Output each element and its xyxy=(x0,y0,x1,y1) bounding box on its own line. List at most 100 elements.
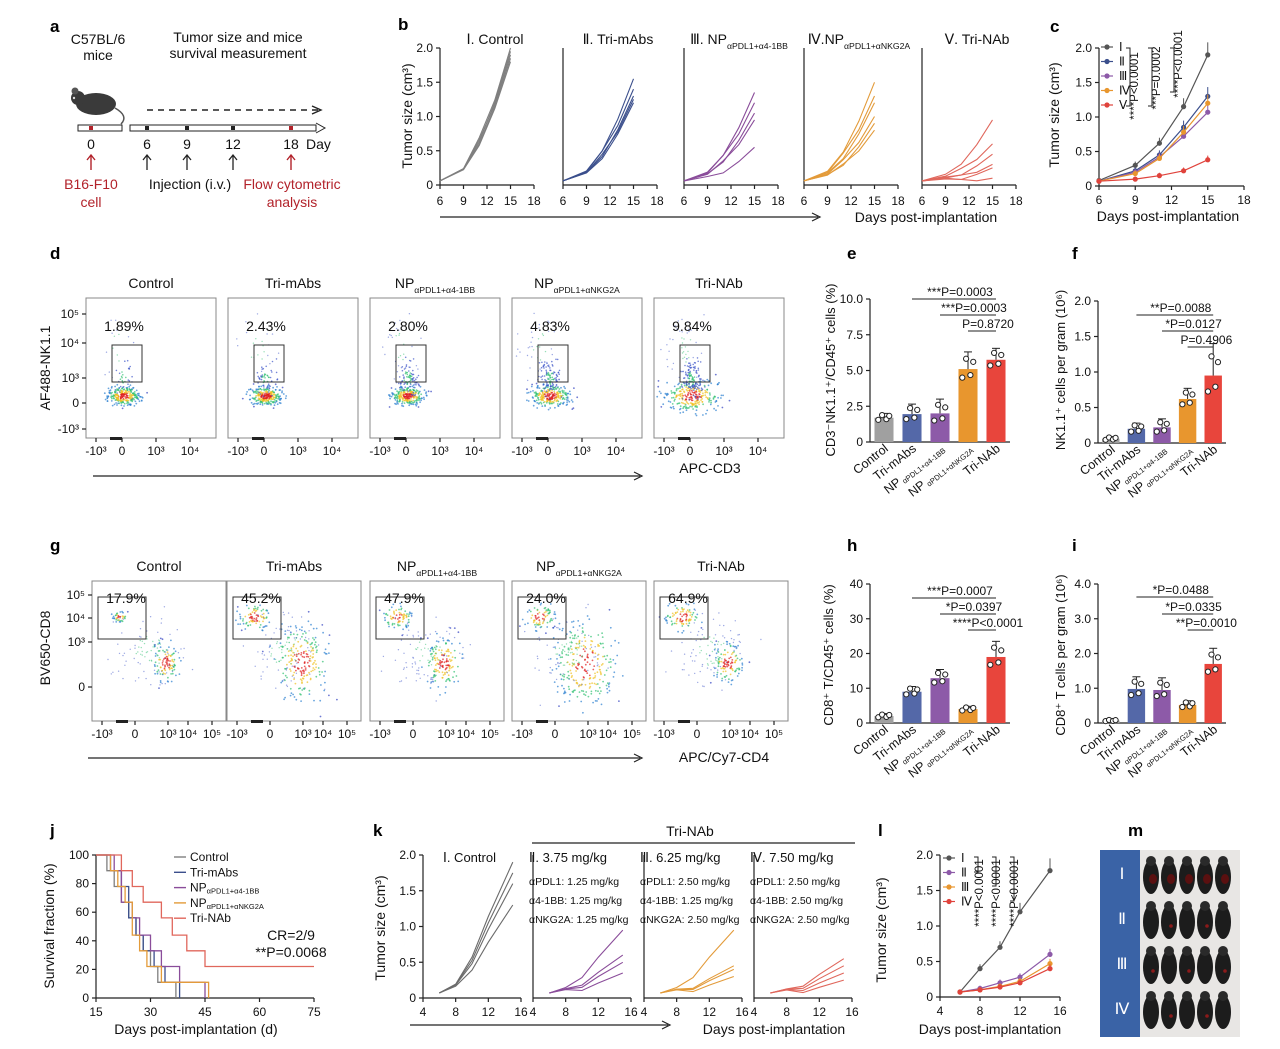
d-plots-event xyxy=(268,397,270,400)
g-plots-event xyxy=(711,650,714,653)
d-plots-event xyxy=(127,379,130,381)
g-plots-event xyxy=(255,622,258,625)
g-plots-event xyxy=(284,674,287,677)
g-plots-event xyxy=(563,690,566,693)
g-plots-event xyxy=(122,611,124,614)
g-plots-event xyxy=(728,642,731,645)
g-plots-event xyxy=(318,673,321,676)
g-plots-event xyxy=(606,682,609,685)
g-plots-event xyxy=(146,651,149,653)
d-plots-event xyxy=(549,400,551,403)
b-xticklabel: 9 xyxy=(460,194,467,208)
g-plots-event xyxy=(301,655,304,658)
g-plots-event xyxy=(412,636,415,638)
g-plots-event xyxy=(582,690,585,693)
g-plots-event xyxy=(596,662,599,664)
g-plots-event xyxy=(400,608,402,611)
g-plots-event xyxy=(295,626,298,629)
g-plots-event xyxy=(297,661,300,664)
g-plots-event xyxy=(559,673,561,676)
d-plots-event xyxy=(718,381,720,384)
g-plots-event xyxy=(312,669,314,672)
g-plots-event xyxy=(256,608,259,610)
d-plots-event xyxy=(412,391,415,394)
d-plots-event xyxy=(553,386,555,389)
g-plots-event xyxy=(685,622,688,625)
g-plots-event xyxy=(293,654,296,656)
i-chart-yticklabel: 0 xyxy=(1084,716,1091,730)
d-plots-event xyxy=(264,398,266,401)
d-plots-event xyxy=(548,402,551,405)
g-plots-event xyxy=(706,658,708,660)
j-survival-curve xyxy=(96,854,210,998)
d-plots-event xyxy=(415,397,418,400)
d-plots-event xyxy=(409,389,411,392)
g-plots-event xyxy=(312,653,315,655)
d-plots-event xyxy=(114,391,117,394)
g-plots-event xyxy=(279,628,281,630)
d-plots-title-4: Tri-NAb xyxy=(695,275,743,291)
g-plots-event xyxy=(281,645,284,648)
d-plots-event xyxy=(559,403,561,406)
g-plots-event xyxy=(293,678,295,681)
g-plots-event xyxy=(685,615,688,618)
g-plots-event xyxy=(663,617,666,620)
mouse-body xyxy=(1179,950,1195,984)
d-plots-event xyxy=(678,397,681,400)
d-plots-event xyxy=(690,393,693,396)
g-plots-event xyxy=(582,644,585,647)
g-plots-event xyxy=(532,621,535,624)
g-plots-event xyxy=(420,637,422,639)
g-plots-event xyxy=(447,664,449,666)
g-plots-event xyxy=(300,653,302,656)
d-plots-event xyxy=(405,392,408,395)
g-plots-event xyxy=(266,658,268,660)
d-plots-event xyxy=(403,377,405,380)
g-plots-event xyxy=(303,656,306,659)
g-plots-event xyxy=(397,618,399,620)
i-chart-dot xyxy=(1208,651,1215,658)
g-plots-event xyxy=(613,671,616,674)
l-bracket-2 xyxy=(992,856,997,887)
c-chart-xticklabel: 9 xyxy=(1132,193,1139,207)
g-plots-event xyxy=(255,614,258,616)
g-plots-event xyxy=(452,665,454,668)
g-plots-event xyxy=(403,617,405,620)
g-plots-event xyxy=(529,610,532,613)
d-plots-event xyxy=(687,391,690,394)
g-plots-event xyxy=(114,614,117,617)
g-plots-event xyxy=(304,669,307,671)
g-plots-event xyxy=(268,651,271,653)
d-plots-event xyxy=(419,385,422,388)
d-plots-event xyxy=(115,369,118,372)
g-plots-event xyxy=(706,663,709,665)
g-plots-event xyxy=(239,617,242,620)
b-xticklabel: 15 xyxy=(868,194,882,208)
d-plots-event xyxy=(128,394,131,397)
d-plots-event xyxy=(116,329,118,331)
g-plots-event xyxy=(324,681,326,684)
g-plots-event xyxy=(245,604,248,607)
g-plots-event xyxy=(434,630,437,633)
g-plots-event xyxy=(398,611,401,614)
g-plots-event xyxy=(289,670,292,672)
g-plots-event xyxy=(255,618,258,621)
g-plots-event xyxy=(301,626,303,628)
d-plots-event xyxy=(671,368,673,370)
panel-a: a C57BL/6 mice Tumor size and mice survi… xyxy=(50,17,341,210)
g-plots-event xyxy=(288,629,290,632)
g-plots-event xyxy=(317,644,320,646)
l-chart-point xyxy=(1047,951,1053,958)
g-plots-event xyxy=(273,658,276,660)
g-plots-event xyxy=(594,656,597,658)
l-chart-stat: ****P<0.0001 xyxy=(974,859,986,926)
d-plots-event xyxy=(697,375,700,378)
d-plots-event xyxy=(694,362,697,364)
g-plots-event xyxy=(681,669,684,671)
b-yticklabel: 1.5 xyxy=(416,75,433,89)
g-plots-event xyxy=(170,639,172,642)
d-plots-event xyxy=(123,394,125,396)
d-plots-event xyxy=(257,354,259,356)
